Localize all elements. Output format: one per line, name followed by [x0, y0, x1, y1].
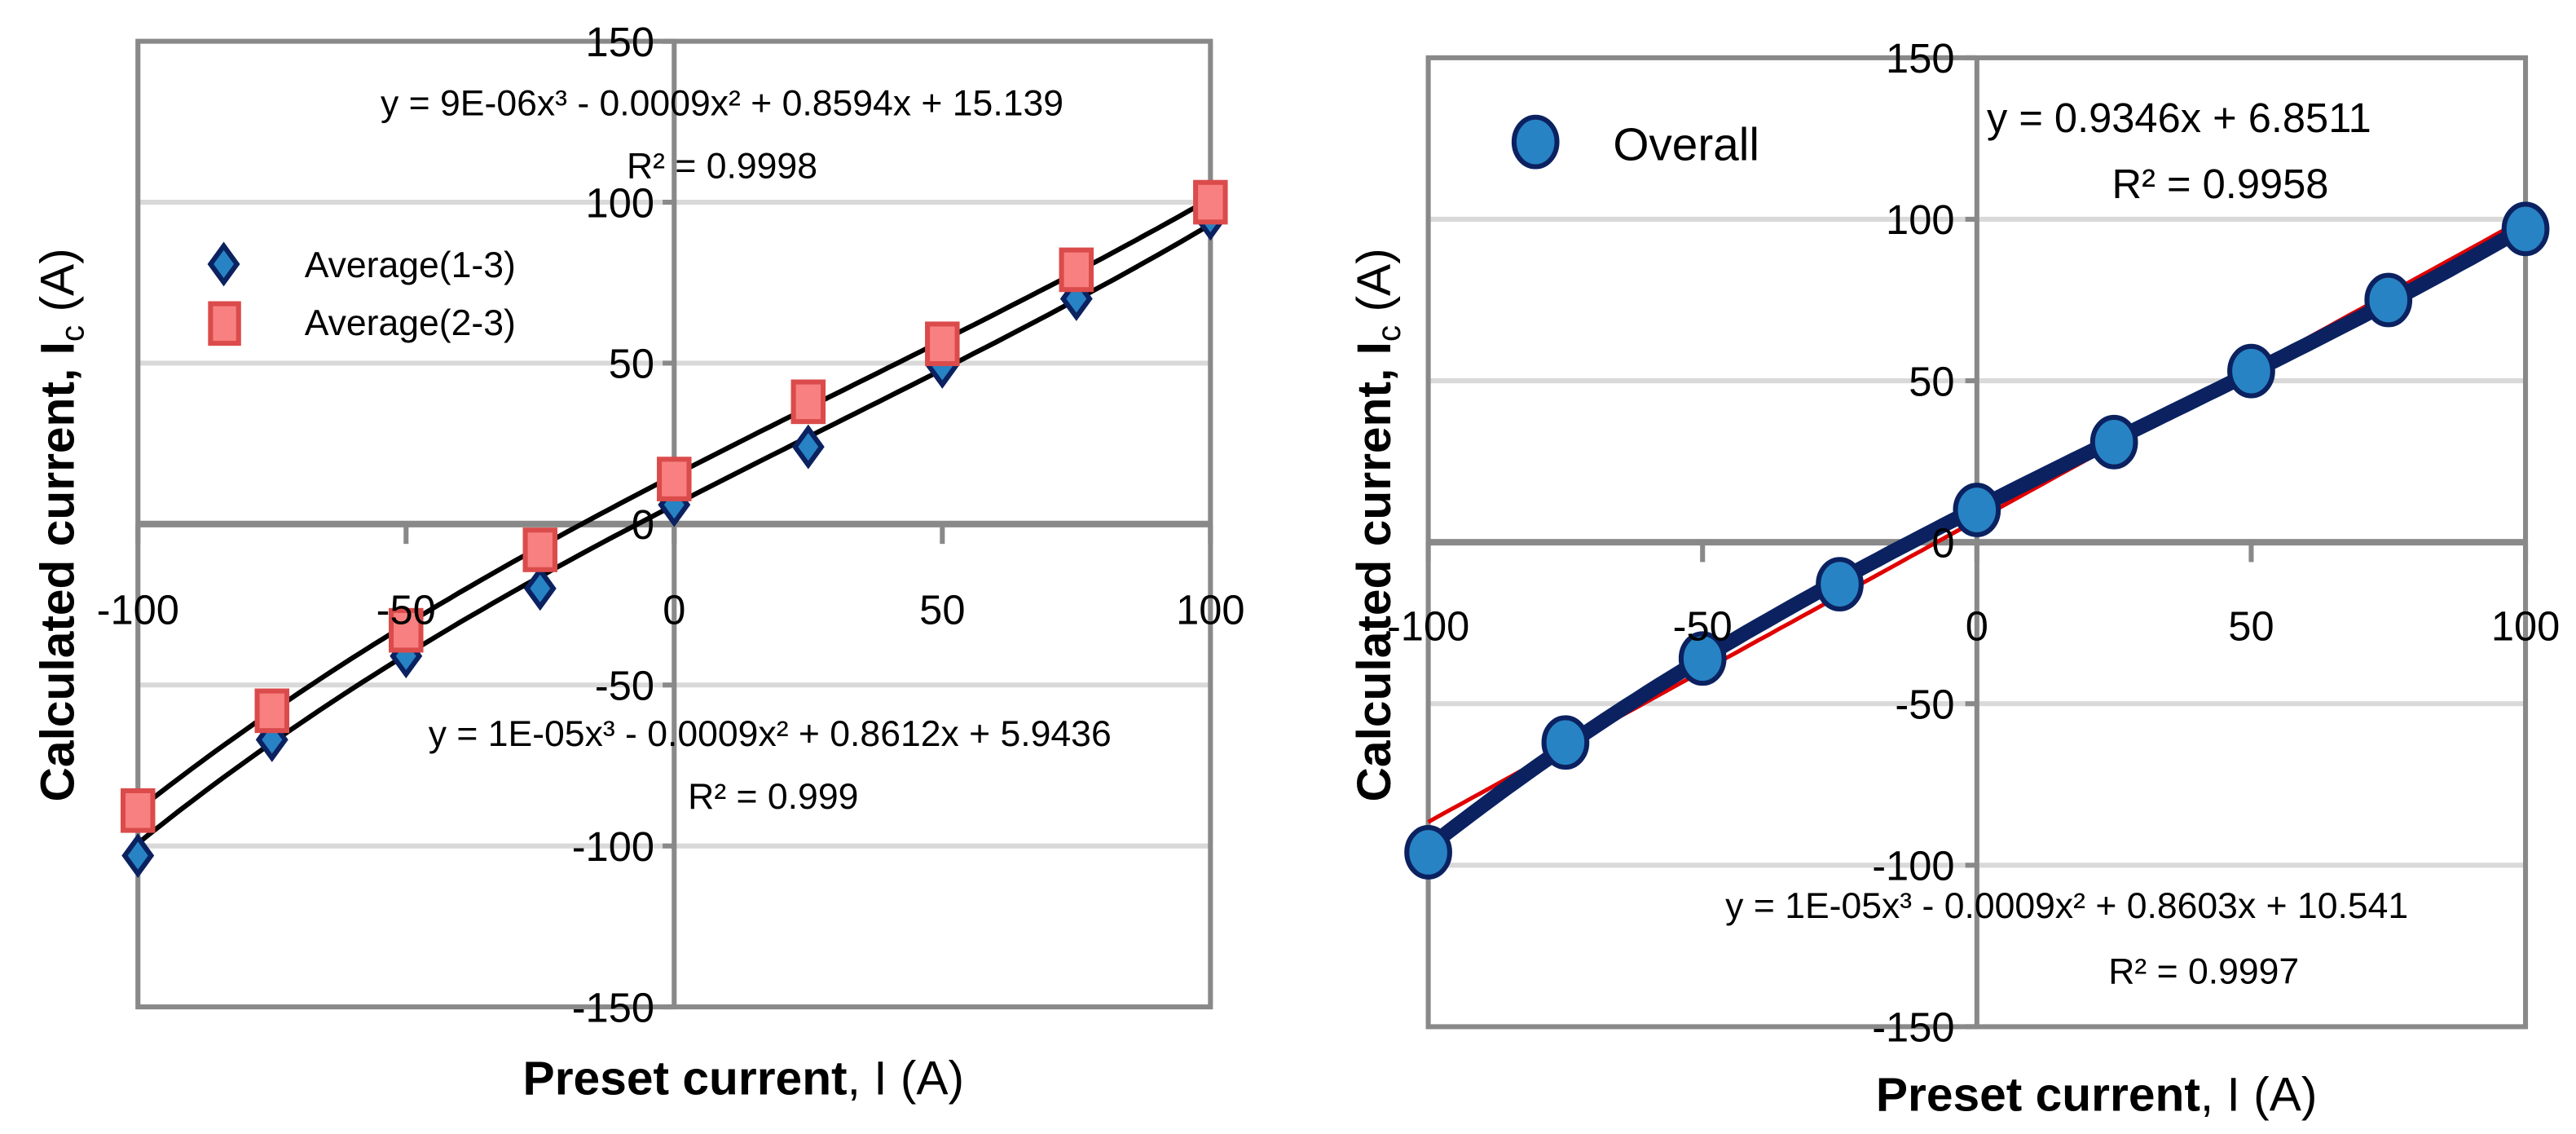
data-point-square — [657, 457, 692, 501]
x-tick-label: -50 — [1673, 603, 1733, 650]
data-point-circle — [1678, 631, 1727, 686]
fit-r2-poly: R² = 0.9997 — [2108, 952, 2299, 992]
legend-marker-avg23 — [208, 301, 241, 346]
data-point-circle — [1541, 715, 1590, 770]
data-point-square — [1193, 179, 1228, 225]
x-axis-title: Preset current, I (A) — [1876, 1069, 2318, 1122]
fit-equation-linear: y = 0.9346x + 6.8511 — [1987, 95, 2371, 141]
data-point-circle — [1816, 557, 1864, 612]
fit-equation-poly: y = 1E-05x³ - 0.0009x² + 0.8603x + 10.54… — [1725, 886, 2408, 926]
x-tick-label: -100 — [97, 586, 179, 633]
data-point-square — [389, 607, 424, 653]
y-tick-label: -100 — [572, 823, 654, 870]
y-axis-title: Calculated current, Ic (A) — [1348, 248, 1407, 801]
data-point-circle — [2364, 272, 2413, 328]
fit-equation-avg13: y = 1E-05x³ - 0.0009x² + 0.8612x + 5.943… — [429, 714, 1112, 754]
x-tick-label: 50 — [2228, 603, 2274, 650]
x-tick-label: -50 — [376, 586, 436, 633]
x-tick-label: 100 — [2491, 603, 2560, 650]
x-tick-label: -100 — [1387, 603, 1469, 650]
y-axis-title: Calculated current, Ic (A) — [31, 248, 90, 801]
x-axis-title: Preset current, I (A) — [523, 1052, 965, 1105]
data-point-circle — [2501, 201, 2550, 257]
fit-r2-linear: R² = 0.9958 — [2112, 161, 2329, 207]
data-point-square — [790, 379, 826, 425]
data-point-square — [120, 788, 156, 833]
x-tick-label: 100 — [1176, 586, 1244, 633]
legend-label-avg23: Average(2-3) — [305, 303, 516, 343]
legend-marker-overall — [1511, 114, 1560, 170]
x-tick-label: 0 — [1966, 603, 1988, 650]
data-point-diamond — [121, 833, 155, 878]
y-tick-label: 0 — [632, 501, 654, 548]
y-tick-label: 150 — [1886, 35, 1954, 82]
data-point-circle — [2227, 343, 2275, 399]
data-point-square — [925, 321, 960, 367]
x-tick-label: 0 — [663, 586, 685, 633]
data-point-square — [254, 688, 290, 734]
chart-right: y = 0.9346x + 6.8511 R² = 0.9958 y = 1E-… — [1348, 35, 2560, 1122]
y-tick-label: 50 — [1909, 358, 1954, 404]
legend: Overall — [1511, 114, 1759, 170]
y-tick-label: -50 — [595, 662, 654, 708]
data-point-diamond — [791, 424, 825, 470]
fit-r2-avg23: R² = 0.9998 — [627, 147, 817, 187]
legend-label-overall: Overall — [1613, 119, 1759, 170]
x-tick-label: 50 — [919, 586, 965, 633]
data-point-circle — [1404, 825, 1452, 880]
y-tick-label: -100 — [1872, 843, 1954, 889]
data-point-circle — [1953, 483, 2001, 537]
y-tick-label: -150 — [572, 984, 654, 1030]
legend-label-avg13: Average(1-3) — [305, 245, 516, 285]
y-tick-label: -50 — [1895, 681, 1954, 727]
y-tick-label: -150 — [1872, 1004, 1954, 1051]
data-point-circle — [2089, 414, 2138, 470]
y-tick-label: 0 — [1931, 519, 1954, 566]
y-tick-label: 150 — [586, 19, 654, 65]
fit-r2-avg13: R² = 0.999 — [688, 777, 858, 817]
y-tick-label: 100 — [586, 179, 654, 226]
data-point-square — [1059, 247, 1094, 293]
fit-equation-avg23: y = 9E-06x³ - 0.0009x² + 0.8594x + 15.13… — [381, 84, 1063, 124]
data-point-square — [522, 527, 558, 572]
legend: Average(1-3) Average(2-3) — [207, 241, 516, 346]
y-tick-label: 50 — [609, 341, 654, 387]
data-point-diamond — [523, 566, 557, 611]
y-tick-label: 100 — [1886, 196, 1954, 243]
legend-marker-avg13 — [207, 241, 240, 287]
